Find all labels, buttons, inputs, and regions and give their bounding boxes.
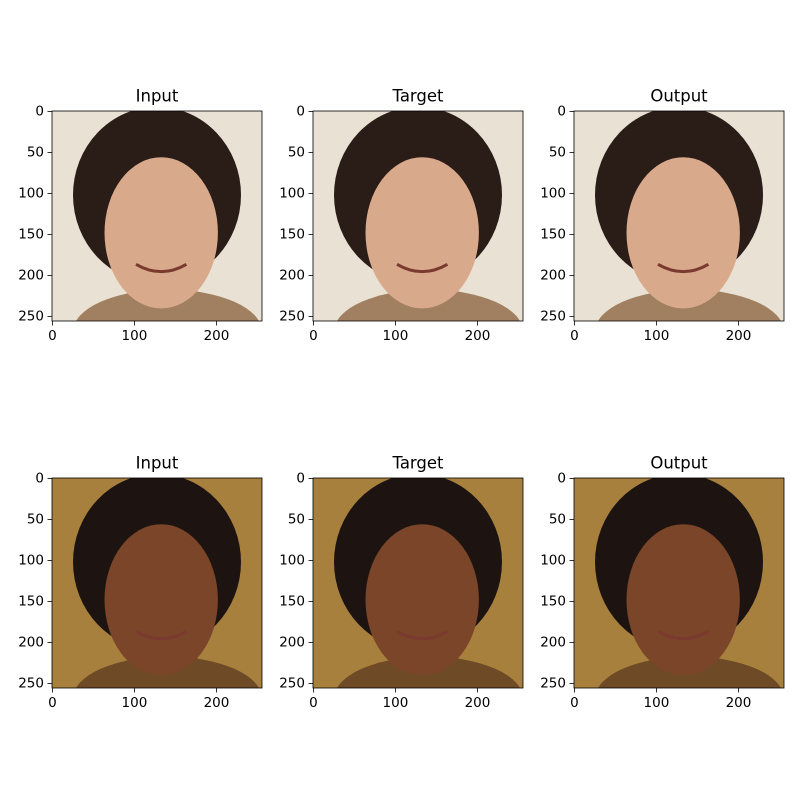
y-tick-label: 150 (540, 593, 566, 609)
y-tick-label: 100 (540, 185, 566, 201)
panel: Input 0 100 200 0 50 100 150 200 250 (18, 454, 263, 711)
y-tick-label: 250 (18, 675, 44, 691)
x-tick-label: 100 (122, 328, 148, 344)
image (52, 111, 262, 321)
image (574, 111, 784, 321)
y-tick-label: 50 (288, 511, 305, 527)
image (574, 478, 784, 688)
x-tick-label: 100 (383, 328, 409, 344)
y-tick-label: 0 (35, 470, 44, 486)
x-tick-label: 200 (204, 695, 230, 711)
y-tick-label: 250 (279, 675, 305, 691)
x-tick-label: 0 (570, 328, 579, 344)
x-tick-label: 0 (309, 695, 318, 711)
mouth (396, 629, 449, 641)
y-tick-label: 250 (279, 308, 305, 324)
y-tick-label: 50 (27, 144, 44, 160)
panel-title: Output (650, 454, 708, 473)
y-tick-label: 100 (279, 552, 305, 568)
image (52, 478, 262, 688)
x-tick-label: 200 (204, 328, 230, 344)
y-tick-label: 150 (18, 593, 44, 609)
y-tick-label: 50 (549, 144, 566, 160)
panel-title: Input (136, 87, 179, 106)
face (104, 524, 218, 676)
y-tick-label: 0 (296, 470, 305, 486)
face (365, 157, 479, 309)
panel-title: Target (391, 87, 444, 106)
x-tick-label: 100 (644, 328, 670, 344)
mouth (135, 629, 188, 641)
frame (51, 110, 263, 322)
x-tick-label: 100 (644, 695, 670, 711)
y-tick-label: 150 (279, 593, 305, 609)
x-tick-label: 0 (48, 695, 57, 711)
mouth (657, 629, 710, 641)
x-tick-label: 100 (383, 695, 409, 711)
frame (312, 110, 524, 322)
panel: Output 0 100 200 0 50 100 150 200 250 (540, 454, 785, 711)
y-tick-label: 200 (18, 267, 44, 283)
frame (312, 477, 524, 689)
y-tick-label: 200 (279, 634, 305, 650)
y-tick-label: 0 (557, 470, 566, 486)
y-tick-label: 100 (18, 552, 44, 568)
y-tick-label: 100 (18, 185, 44, 201)
y-tick-label: 100 (540, 552, 566, 568)
panel: Target 0 100 200 0 50 100 150 200 250 (279, 87, 524, 344)
y-tick-label: 50 (27, 511, 44, 527)
y-tick-label: 50 (549, 511, 566, 527)
frame (573, 110, 785, 322)
x-tick-label: 200 (726, 695, 752, 711)
face (104, 157, 218, 309)
image (313, 111, 523, 321)
panel: Target 0 100 200 0 50 100 150 200 250 (279, 454, 524, 711)
y-tick-label: 150 (18, 226, 44, 242)
y-tick-label: 150 (279, 226, 305, 242)
y-tick-label: 150 (540, 226, 566, 242)
y-tick-label: 0 (35, 103, 44, 119)
y-tick-label: 200 (540, 634, 566, 650)
mouth (135, 262, 188, 274)
frame (51, 477, 263, 689)
face (626, 157, 740, 309)
mouth (657, 262, 710, 274)
y-tick-label: 250 (540, 675, 566, 691)
x-tick-label: 200 (726, 328, 752, 344)
y-tick-label: 0 (296, 103, 305, 119)
y-tick-label: 200 (540, 267, 566, 283)
panel-title: Output (650, 87, 708, 106)
panel: Input 0 100 200 0 50 100 150 200 250 (18, 87, 263, 344)
x-tick-label: 200 (465, 328, 491, 344)
face (365, 524, 479, 676)
y-tick-label: 200 (279, 267, 305, 283)
face (626, 524, 740, 676)
x-tick-label: 200 (465, 695, 491, 711)
y-tick-label: 100 (279, 185, 305, 201)
y-tick-label: 50 (288, 144, 305, 160)
mouth (396, 262, 449, 274)
panel: Output 0 100 200 0 50 100 150 200 250 (540, 87, 785, 344)
y-tick-label: 250 (540, 308, 566, 324)
x-tick-label: 100 (122, 695, 148, 711)
x-tick-label: 0 (570, 695, 579, 711)
y-tick-label: 250 (18, 308, 44, 324)
y-tick-label: 200 (18, 634, 44, 650)
y-tick-label: 0 (557, 103, 566, 119)
image (313, 478, 523, 688)
x-tick-label: 0 (48, 328, 57, 344)
panel-title: Input (136, 454, 179, 473)
frame (573, 477, 785, 689)
panel-title: Target (391, 454, 444, 473)
x-tick-label: 0 (309, 328, 318, 344)
